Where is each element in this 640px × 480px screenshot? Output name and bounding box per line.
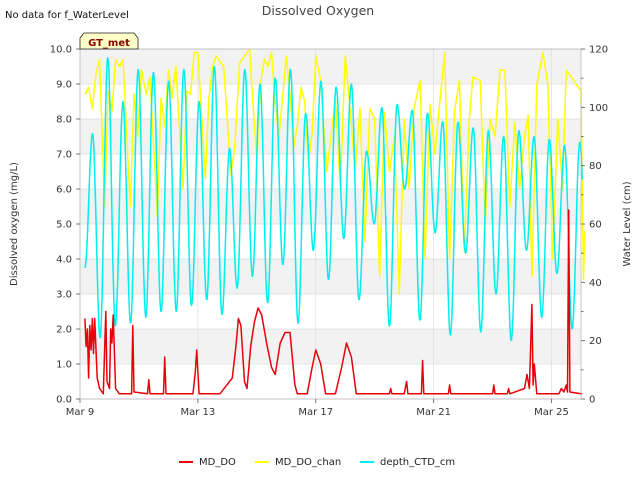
y2-tick-label: 120: [589, 45, 608, 56]
site-label-box: GT_met: [79, 32, 139, 50]
y-tick-label: 4.0: [56, 255, 72, 266]
legend: MD_DO MD_DO_chan depth_CTD_cm: [179, 457, 455, 468]
no-data-note: No data for f_WaterLevel: [5, 10, 129, 21]
series-line-md-do-chan: [84, 48, 586, 295]
y-tick-label: 7.0: [56, 150, 72, 161]
x-tick-label: Mar 9: [66, 407, 94, 418]
y-tick-label: 5.0: [56, 220, 72, 231]
y-tick-label: 1.0: [56, 360, 72, 371]
left-axis-ticks: 0.0 1.0 2.0 3.0 4.0 5.0 6.0 7.0 8.0 9.0 10.0: [50, 45, 80, 406]
y-tick-label: 6.0: [56, 185, 72, 196]
site-label-background: [79, 32, 139, 50]
y-tick-label: 2.0: [56, 325, 72, 336]
y-tick-label: 9.0: [56, 80, 72, 91]
series-layer: [84, 48, 586, 395]
y-axis-label: Dissolved oxygen (mg/L): [9, 162, 20, 286]
right-axis-ticks: 0 20 40 60 80 100 120: [581, 45, 608, 406]
y2-tick-label: 80: [589, 161, 602, 172]
legend-label-md-do-chan: MD_DO_chan: [275, 457, 341, 468]
x-tick-label: Mar 21: [416, 407, 451, 418]
series-line-depth-ctd-cm: [84, 57, 583, 342]
x-tick-label: Mar 25: [534, 407, 569, 418]
series-line-md-do: [84, 209, 583, 395]
background-band: [80, 189, 581, 224]
y2-tick-label: 60: [589, 220, 602, 231]
background-band: [80, 329, 581, 364]
site-label: GT_met: [88, 38, 130, 49]
y-tick-label: 3.0: [56, 290, 72, 301]
x-axis-ticks: Mar 9 Mar 13 Mar 17 Mar 21 Mar 25: [66, 399, 569, 418]
y2-axis-label: Water Level (cm): [622, 181, 633, 266]
y2-tick-label: 20: [589, 336, 602, 347]
legend-label-depth-ctd-cm: depth_CTD_cm: [380, 457, 455, 468]
y-tick-label: 10.0: [50, 45, 72, 56]
legend-label-md-do: MD_DO: [199, 457, 236, 468]
chart-title: Dissolved Oxygen: [262, 3, 374, 18]
background-band: [80, 154, 581, 189]
y-tick-label: 0.0: [56, 395, 72, 406]
x-tick-label: Mar 13: [180, 407, 215, 418]
y2-tick-label: 100: [589, 103, 608, 114]
y2-tick-label: 0: [589, 395, 595, 406]
y-tick-label: 8.0: [56, 115, 72, 126]
y2-tick-label: 40: [589, 278, 602, 289]
background-band: [80, 294, 581, 329]
background-band: [80, 49, 581, 84]
x-tick-label: Mar 17: [298, 407, 333, 418]
